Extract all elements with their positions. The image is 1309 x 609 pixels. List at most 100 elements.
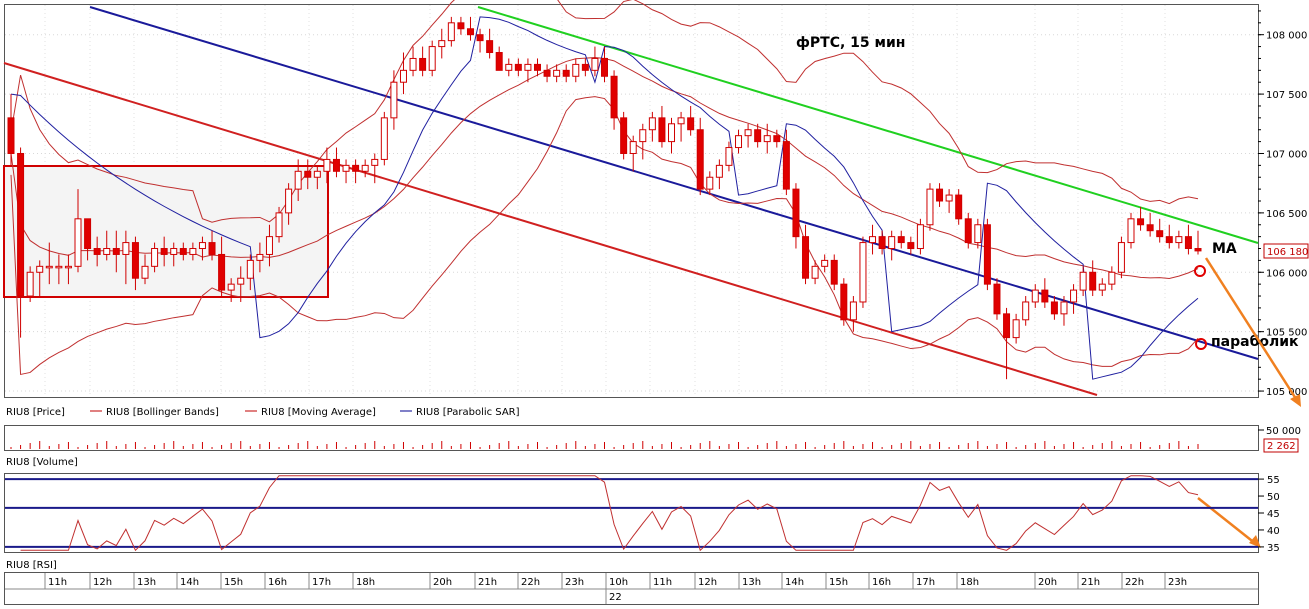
- candle-body: [1089, 271, 1097, 291]
- candle-body: [802, 236, 810, 279]
- bollinger-upper: [10, 0, 1199, 223]
- legend-parabolic-sar: RIU8 [Parabolic SAR]: [416, 407, 520, 418]
- current-price-box: [1263, 243, 1309, 259]
- candle-body: [1156, 230, 1164, 238]
- chart-title: фРТС, 15 мин: [796, 35, 905, 51]
- candle-body: [591, 57, 599, 71]
- legend-price: RIU8 [Price]: [6, 407, 65, 418]
- annotation-parabolic: параболик: [1211, 334, 1299, 350]
- candle-body: [524, 63, 532, 71]
- candle-body: [668, 123, 676, 143]
- candle-body: [811, 265, 819, 279]
- price-tick-label: 105 500: [1266, 328, 1307, 339]
- forecast-arrowhead-rsi: [1249, 535, 1261, 548]
- candle-body: [122, 242, 130, 255]
- candle-body: [821, 259, 829, 267]
- candle-body: [1079, 271, 1087, 291]
- candle-body: [304, 170, 312, 178]
- candle-body: [74, 218, 82, 267]
- candle-body: [208, 242, 216, 255]
- candle-body: [218, 253, 226, 291]
- candle-body: [955, 194, 963, 220]
- candle-body: [696, 129, 704, 190]
- candle-body: [265, 236, 273, 255]
- time-tick-label: 17h: [312, 577, 331, 588]
- candle-body: [141, 265, 149, 279]
- candle-body: [562, 69, 570, 77]
- legend: RIU8 [Price] RIU8 [Bollinger Bands] RIU8…: [6, 407, 520, 418]
- candle-body: [380, 117, 388, 160]
- candle-body: [648, 117, 656, 131]
- rsi-tick-label: 55: [1267, 475, 1280, 486]
- candle-body: [17, 152, 25, 297]
- legend-bollinger: RIU8 [Bollinger Bands]: [106, 407, 219, 418]
- candle-body: [849, 301, 857, 321]
- candle-body: [763, 135, 771, 143]
- candle-body: [275, 212, 283, 238]
- candle-body: [754, 129, 762, 143]
- date-label: 22: [609, 592, 622, 603]
- time-tick-label: 23h: [1168, 577, 1187, 588]
- current-price-label: 106 180: [1267, 247, 1308, 258]
- volume-current: 2 262: [1267, 441, 1296, 452]
- candle-body: [974, 224, 982, 244]
- candle-body: [706, 176, 714, 190]
- candle-body: [916, 224, 924, 250]
- candle-body: [447, 22, 455, 42]
- sar-marker-circle: [1195, 338, 1207, 350]
- forecast-arrow-rsi: [1197, 497, 1257, 545]
- candle-body: [285, 188, 293, 214]
- price-tick-label: 106 500: [1266, 209, 1307, 220]
- candle-body: [160, 248, 168, 255]
- forecast-arrowhead-price: [1290, 394, 1301, 407]
- candle-body: [735, 135, 743, 149]
- consolidation-box: [3, 165, 329, 298]
- candle-body: [572, 63, 580, 77]
- price-grid: [5, 34, 1258, 392]
- candle-body: [151, 248, 159, 267]
- ma-marker-circle: [1194, 265, 1206, 277]
- candle-body: [84, 218, 92, 250]
- candle-body: [840, 283, 848, 321]
- price-tick-label: 107 000: [1266, 149, 1307, 160]
- candle-body: [1108, 271, 1116, 285]
- forecast-arrow-price: [1204, 257, 1300, 403]
- price-tick-label: 105 000: [1266, 387, 1307, 398]
- time-tick-label: 20h: [433, 577, 452, 588]
- candle-body: [620, 117, 628, 154]
- candle-body: [629, 141, 637, 154]
- time-tick-label: 11h: [48, 577, 67, 588]
- price-tick-label: 107 500: [1266, 90, 1307, 101]
- candle-body: [983, 224, 991, 285]
- candle-body: [687, 117, 695, 131]
- candle-body: [1003, 313, 1011, 339]
- candle-body: [486, 40, 494, 54]
- candle-body: [170, 248, 178, 255]
- candle-body: [7, 117, 15, 154]
- candle-body: [198, 242, 206, 250]
- candle-body: [189, 248, 197, 255]
- volume-label: RIU8 [Volume]: [6, 457, 78, 468]
- candle-body: [533, 63, 541, 71]
- candle-body: [1050, 301, 1058, 315]
- candle-body: [64, 265, 72, 269]
- rsi-axis: 55 50 45 40 35: [1258, 475, 1280, 554]
- candle-body: [514, 63, 522, 71]
- candle-body: [1041, 289, 1049, 303]
- candle-body: [505, 63, 513, 71]
- time-tick-label: 13h: [137, 577, 156, 588]
- candle-body: [1031, 289, 1039, 303]
- candle-body: [1165, 236, 1173, 244]
- annotation-ma: MA: [1212, 241, 1237, 257]
- blue-trend-line: [89, 6, 1259, 360]
- rsi-tick-label: 35: [1267, 543, 1280, 554]
- candle-body: [543, 69, 551, 77]
- time-tick-label: 18h: [960, 577, 979, 588]
- candle-body: [294, 170, 302, 190]
- time-tick-label: 15h: [224, 577, 243, 588]
- time-tick-label: 14h: [180, 577, 199, 588]
- candle-body: [476, 34, 484, 42]
- candle-body: [1012, 319, 1020, 339]
- rsi-lines: [5, 475, 1258, 552]
- candle-body: [36, 265, 44, 273]
